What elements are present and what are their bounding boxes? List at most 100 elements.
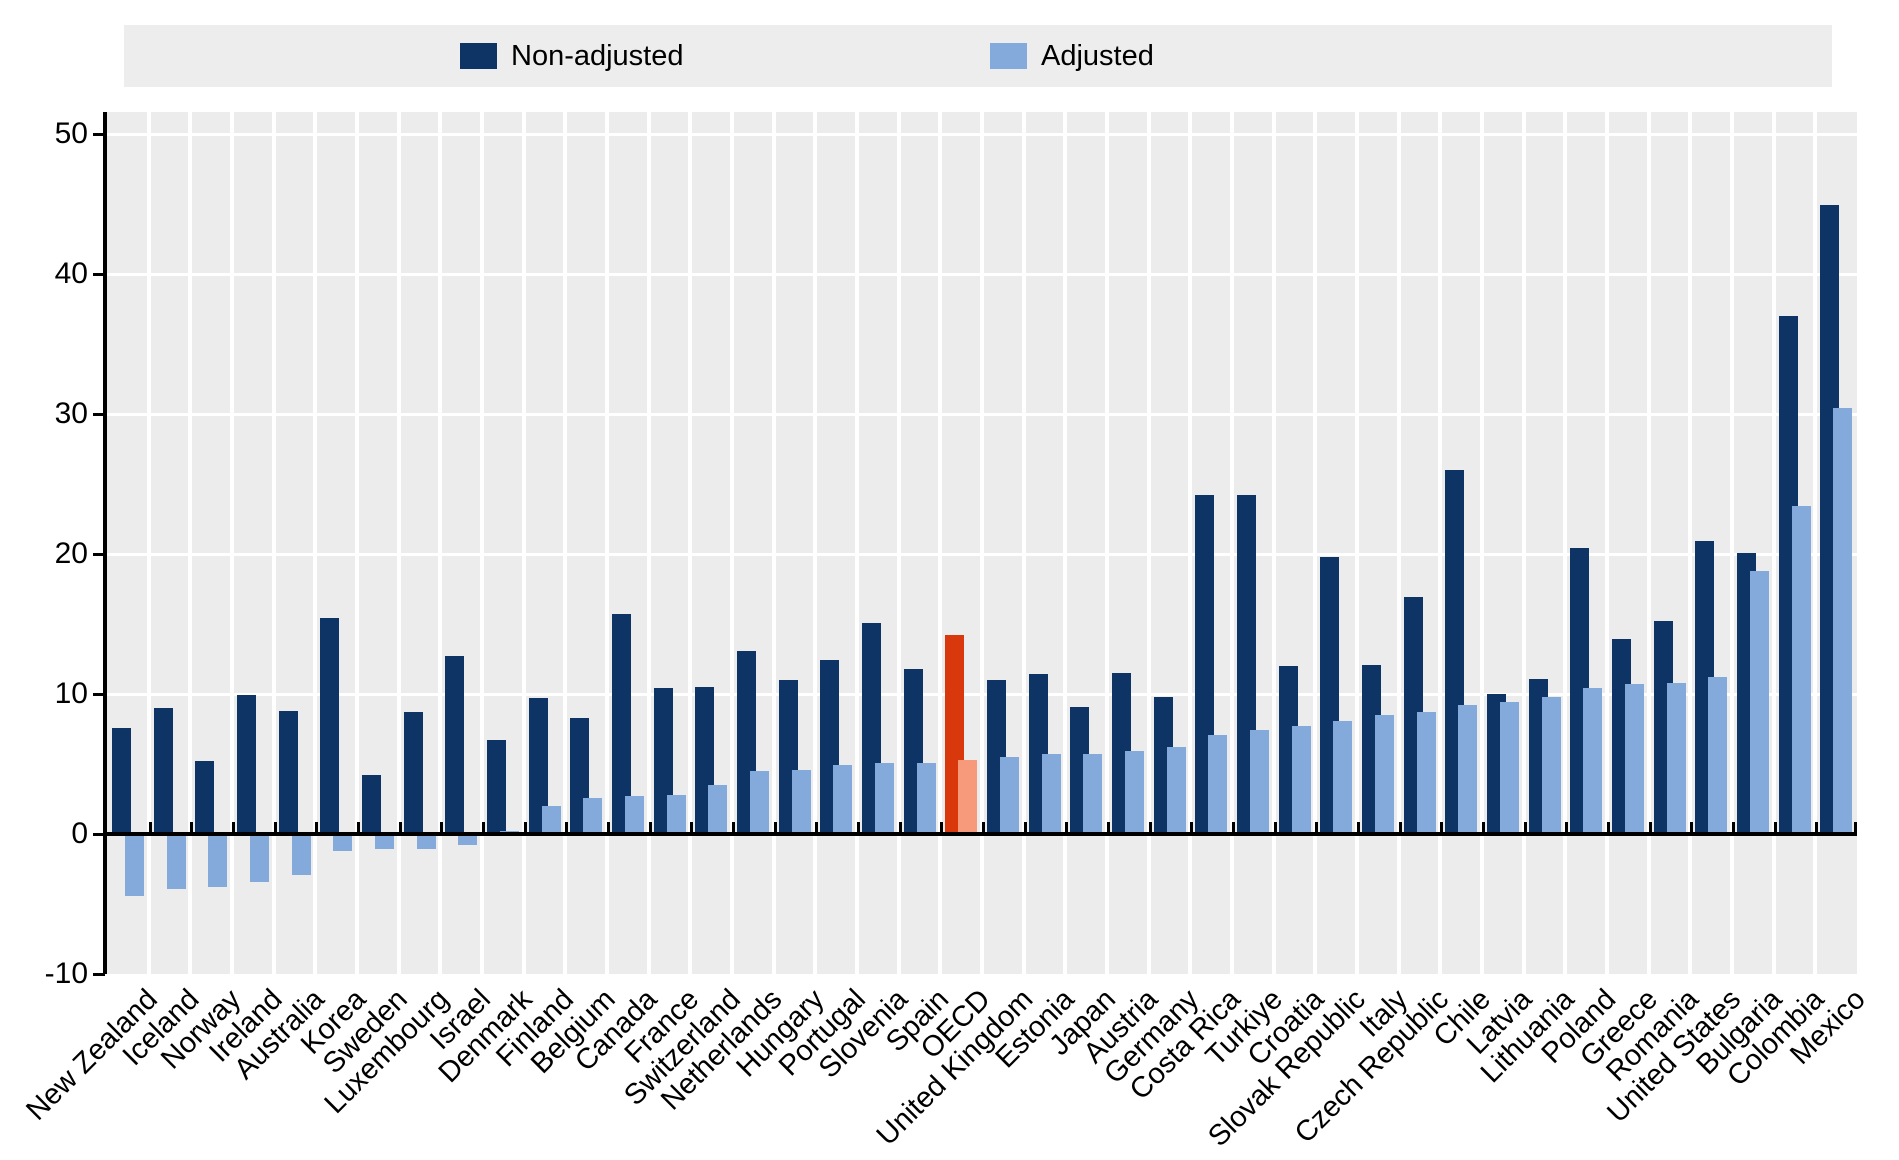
category-separator: [1438, 112, 1443, 974]
bar-adjusted-netherlands: [749, 771, 769, 834]
x-axis-tick: [1148, 822, 1152, 834]
bar-adjusted-romania: [1666, 682, 1686, 834]
x-axis-tick: [482, 822, 485, 834]
bar-adjusted-greece: [1624, 684, 1644, 834]
bar-adjusted-colombia: [1791, 506, 1811, 834]
y-tick-label-20: 20: [54, 537, 88, 570]
y-tick-label-40: 40: [54, 257, 88, 290]
category-separator: [1188, 112, 1193, 974]
bar-adjusted-sweden: [374, 834, 394, 850]
plot-area: [107, 112, 1857, 974]
x-axis-tick: [523, 822, 527, 834]
x-axis-tick: [1854, 822, 1857, 834]
gridline-10: [107, 693, 1857, 696]
category-separator: [980, 112, 984, 974]
category-separator: [1396, 112, 1401, 974]
bar-nonadjusted-ireland: [236, 695, 256, 834]
category-separator: [1521, 112, 1526, 974]
x-axis-tick: [607, 822, 610, 834]
bar-adjusted-bulgaria: [1749, 570, 1769, 834]
x-axis-baseline: [107, 832, 1857, 836]
bar-adjusted-austria: [1124, 751, 1144, 834]
gridline-50: [107, 133, 1857, 136]
bar-adjusted-estonia: [1041, 754, 1061, 834]
bar-adjusted-hungary: [791, 769, 811, 834]
category-separator: [396, 112, 401, 974]
category-separator: [730, 112, 734, 974]
gridline-40: [107, 273, 1857, 276]
category-separator: [313, 112, 318, 974]
y-axis-tick: [93, 833, 105, 836]
gridline-20: [107, 553, 1857, 556]
legend-item-adjusted: Adjusted: [990, 25, 1154, 87]
x-axis-tick: [190, 822, 194, 834]
x-axis-tick: [148, 822, 152, 834]
bar-adjusted-korea: [333, 834, 353, 851]
category-separator: [1230, 112, 1234, 974]
bar-adjusted-united-states: [1708, 677, 1728, 834]
y-axis-tick: [93, 693, 105, 696]
bar-nonadjusted-sweden: [361, 775, 381, 834]
legend-swatch-adjusted-icon: [990, 43, 1027, 69]
category-separator: [771, 112, 776, 974]
y-axis-tick: [93, 553, 105, 556]
category-separator: [855, 112, 859, 974]
y-axis-tick: [93, 133, 105, 136]
bar-adjusted-spain: [916, 762, 936, 834]
bar-adjusted-iceland: [166, 834, 186, 889]
x-axis-tick: [1773, 822, 1777, 834]
bar-adjusted-germany: [1166, 747, 1186, 834]
category-separator: [605, 112, 609, 974]
x-axis-tick: [1065, 822, 1069, 834]
y-tick-label-30: 30: [54, 397, 88, 430]
x-axis-tick: [315, 822, 319, 834]
legend-item-nonadjusted: Non-adjusted: [460, 25, 684, 87]
bar-adjusted-finland: [541, 806, 561, 834]
x-axis-tick: [690, 822, 694, 834]
bar-adjusted-italy: [1374, 715, 1394, 834]
bar-adjusted-mexico: [1833, 408, 1853, 834]
x-axis-tick: [1398, 822, 1402, 834]
y-axis-tick: [93, 273, 105, 276]
bar-adjusted-chile: [1458, 705, 1478, 834]
x-axis-tick: [857, 822, 860, 834]
bar-adjusted-belgium: [583, 797, 603, 834]
category-separator: [188, 112, 193, 974]
category-separator: [1813, 112, 1818, 974]
x-axis-tick: [1732, 822, 1735, 834]
y-axis-tick: [93, 413, 105, 416]
bar-adjusted-poland: [1583, 688, 1603, 834]
x-axis-tick: [773, 822, 777, 834]
y-tick-label-0: 0: [71, 817, 88, 850]
bar-adjusted-oecd: [958, 759, 978, 834]
y-tick-label-50: 50: [54, 117, 88, 150]
category-separator: [1146, 112, 1151, 974]
x-axis-tick: [1273, 822, 1277, 834]
bar-nonadjusted-norway: [195, 761, 215, 834]
gridline-30: [107, 413, 1857, 416]
category-separator: [1313, 112, 1318, 974]
bar-adjusted-croatia: [1291, 726, 1311, 834]
bar-nonadjusted-luxembourg: [403, 712, 423, 834]
category-separator: [896, 112, 901, 974]
category-separator: [1021, 112, 1026, 974]
bar-adjusted-lithuania: [1541, 696, 1561, 834]
bar-nonadjusted-australia: [278, 710, 298, 834]
x-axis-tick: [565, 822, 569, 834]
y-axis-tick: [93, 973, 105, 976]
category-separator: [646, 112, 651, 974]
bar-adjusted-portugal: [833, 765, 853, 834]
x-axis-tick: [1690, 822, 1694, 834]
bar-adjusted-france: [666, 794, 686, 834]
category-separator: [1771, 112, 1776, 974]
x-axis-tick: [1232, 822, 1235, 834]
bar-adjusted-latvia: [1499, 702, 1519, 834]
category-separator: [688, 112, 693, 974]
bar-adjusted-luxembourg: [416, 834, 436, 850]
bar-adjusted-norway: [208, 834, 228, 888]
x-axis-tick: [940, 822, 944, 834]
bar-adjusted-ireland: [249, 834, 269, 882]
x-axis-tick: [1648, 822, 1652, 834]
y-tick-label-10: 10: [54, 677, 88, 710]
